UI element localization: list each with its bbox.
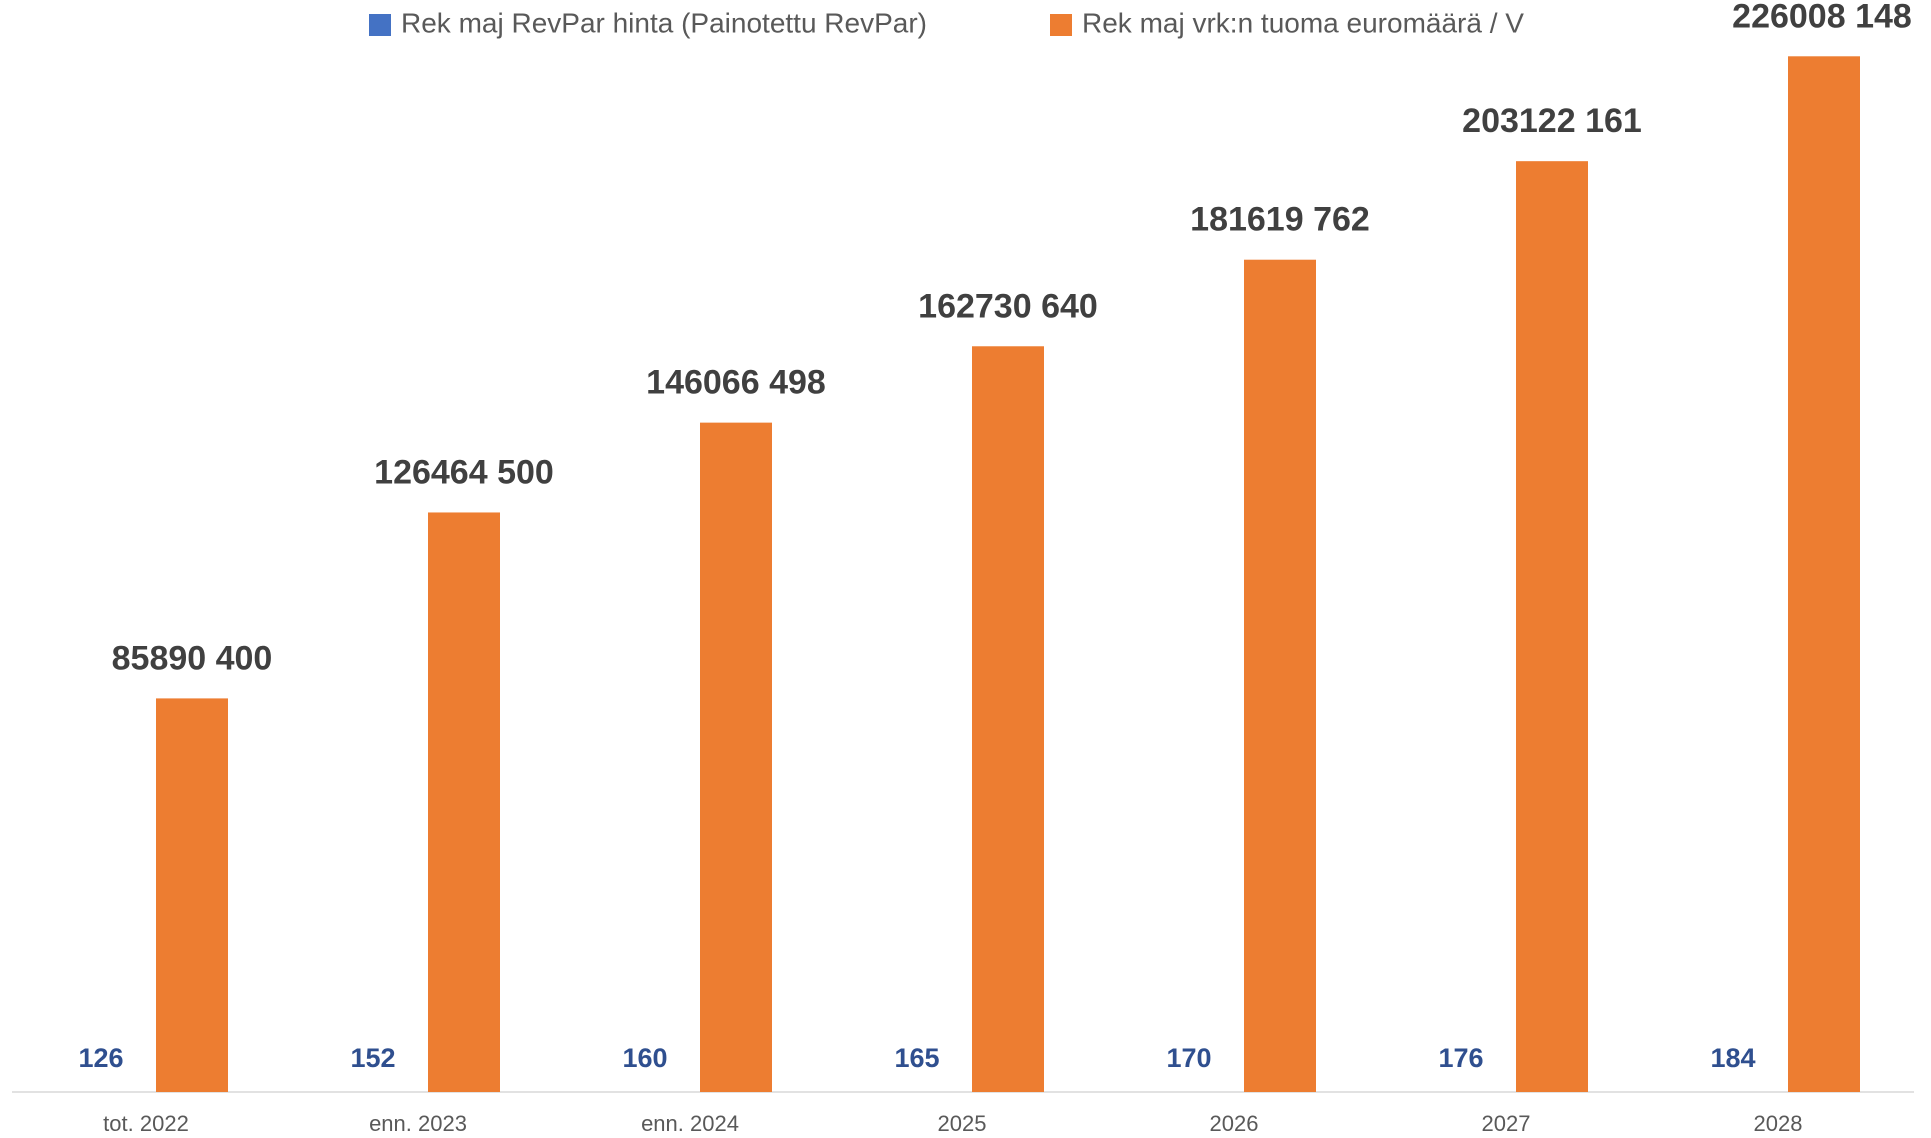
- value-label: 203122 161: [1462, 102, 1642, 140]
- bar: [156, 698, 228, 1092]
- value-label: 165: [894, 1043, 939, 1073]
- legend-swatch: [1050, 14, 1072, 36]
- value-label: 184: [1710, 1043, 1755, 1073]
- x-tick-label: enn. 2023: [369, 1111, 467, 1136]
- bar: [972, 346, 1044, 1092]
- x-tick-label: tot. 2022: [103, 1111, 189, 1136]
- value-label: 162730 640: [918, 287, 1098, 325]
- value-label: 146066 498: [646, 364, 826, 402]
- x-tick-label: 2026: [1210, 1111, 1259, 1136]
- value-label: 85890 400: [112, 639, 273, 677]
- value-label: 181619 762: [1190, 201, 1370, 239]
- legend-label: Rek maj vrk:n tuoma euromäärä / V: [1082, 7, 1524, 38]
- value-label: 152: [350, 1043, 395, 1073]
- value-label: 226008 148: [1732, 0, 1912, 35]
- x-tick-label: 2028: [1754, 1111, 1803, 1136]
- value-label: 126464 500: [374, 453, 554, 491]
- x-tick-label: 2025: [938, 1111, 987, 1136]
- legend-swatch: [369, 14, 391, 36]
- value-label: 160: [622, 1043, 667, 1073]
- bar: [1788, 56, 1860, 1093]
- bar: [428, 512, 500, 1092]
- bar: [1244, 259, 1316, 1092]
- x-tick-label: enn. 2024: [641, 1111, 739, 1136]
- value-label: 126: [78, 1043, 123, 1073]
- bar: [700, 422, 772, 1092]
- bar: [1516, 161, 1588, 1092]
- value-label: 176: [1438, 1043, 1483, 1073]
- x-tick-label: 2027: [1482, 1111, 1531, 1136]
- legend-label: Rek maj RevPar hinta (Painotettu RevPar): [401, 7, 927, 38]
- value-label: 170: [1166, 1043, 1211, 1073]
